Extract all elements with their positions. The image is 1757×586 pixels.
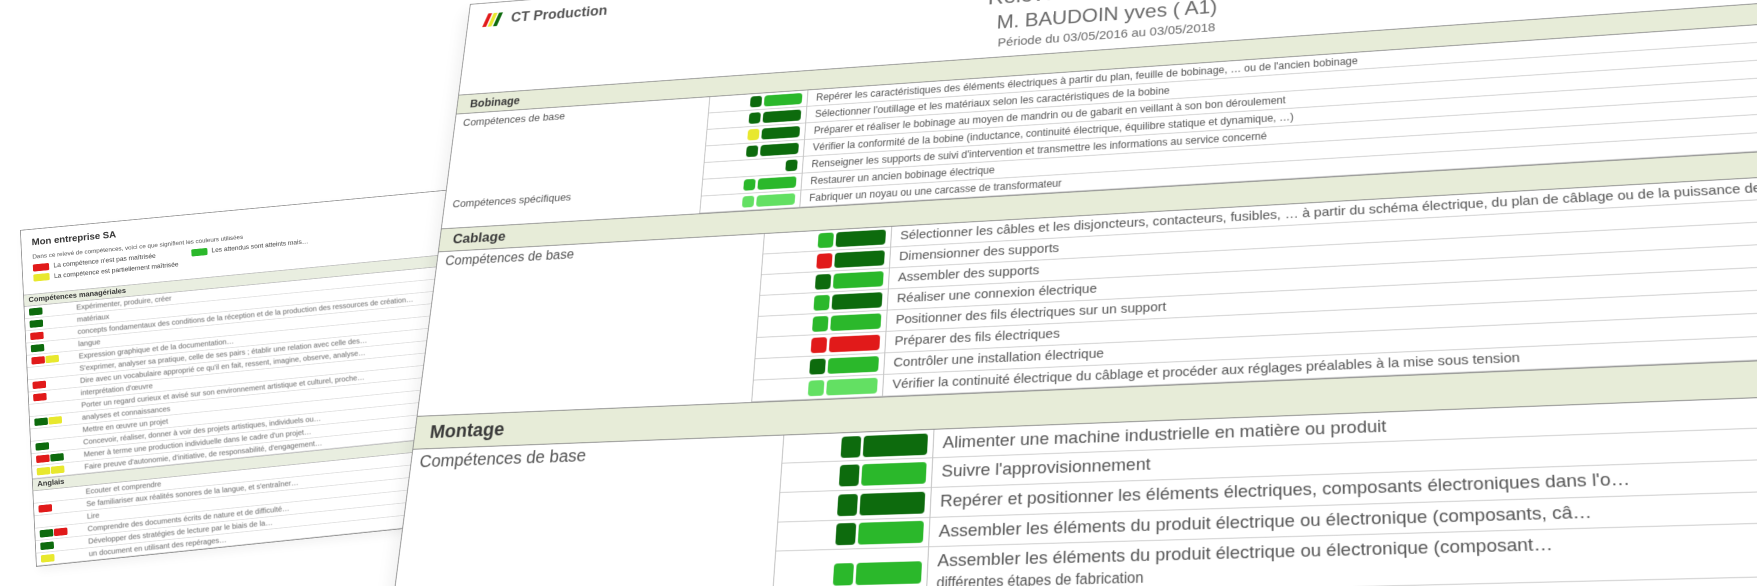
- status-chip: [812, 316, 829, 332]
- status-chip: [50, 453, 64, 462]
- status-chip: [818, 232, 834, 248]
- status-cell: [778, 488, 932, 522]
- status-chip: [40, 529, 54, 538]
- status-chip: [836, 229, 886, 247]
- legend-chip-yellow: [33, 273, 50, 282]
- status-chip: [41, 554, 55, 563]
- status-chip: [742, 195, 755, 207]
- status-chip: [747, 128, 759, 140]
- status-chip: [827, 356, 879, 374]
- status-chip: [37, 467, 51, 476]
- status-chip: [33, 393, 47, 402]
- status-chip: [785, 159, 797, 171]
- status-chip: [826, 377, 878, 395]
- status-chip: [51, 466, 65, 475]
- status-chip: [31, 344, 45, 352]
- status-chip: [764, 93, 803, 107]
- status-chip: [746, 145, 758, 157]
- status-chip: [38, 504, 52, 513]
- status-chip: [837, 494, 858, 516]
- status-chip: [808, 380, 825, 396]
- status-chip: [45, 355, 59, 363]
- status-chip: [34, 418, 48, 427]
- status-chip: [31, 356, 45, 364]
- status-chip: [834, 250, 885, 268]
- status-chip: [54, 528, 68, 537]
- company-logo-icon: [485, 12, 501, 26]
- status-chip: [32, 381, 46, 390]
- status-chip: [760, 142, 799, 156]
- status-chip: [858, 521, 924, 545]
- status-chip: [30, 332, 44, 340]
- status-chip: [832, 292, 883, 310]
- status-chip: [839, 465, 860, 487]
- status-chip: [30, 320, 44, 328]
- status-chip: [833, 271, 884, 289]
- status-chip: [750, 96, 762, 108]
- status-chip: [48, 416, 62, 425]
- status-chip: [859, 492, 925, 516]
- status-chip: [861, 462, 927, 486]
- status-chip: [809, 358, 826, 374]
- status-chip: [811, 337, 828, 353]
- status-chip: [756, 193, 795, 207]
- group-side-label: Compétences de base: [418, 234, 765, 416]
- status-chip: [743, 179, 756, 191]
- status-cell: [773, 547, 929, 586]
- status-chip: [761, 126, 800, 140]
- status-chip: [816, 253, 832, 269]
- group-side-label: Compétences de base: [392, 435, 784, 586]
- status-chip: [829, 334, 880, 352]
- status-chip: [36, 455, 50, 464]
- status-chip: [35, 442, 49, 451]
- status-chip: [835, 523, 856, 545]
- status-chip: [757, 176, 796, 190]
- legend-chip-red: [33, 263, 50, 272]
- status-chip: [815, 274, 831, 290]
- legend-chip-green: [191, 248, 207, 257]
- status-chip: [29, 307, 43, 315]
- status-chip: [763, 109, 802, 123]
- status-chip: [830, 313, 881, 331]
- status-chip: [855, 561, 922, 585]
- status-chip: [863, 433, 928, 457]
- competence-subtext: différentes étapes de fabrication: [936, 549, 1757, 586]
- status-chip: [813, 295, 829, 311]
- status-chip: [833, 563, 854, 586]
- status-cell: [776, 518, 930, 552]
- status-chip: [841, 436, 862, 458]
- status-chip: [749, 112, 761, 124]
- foreground-document: CT Production Relevé de compétences M. B…: [382, 0, 1757, 586]
- status-chip: [40, 542, 54, 551]
